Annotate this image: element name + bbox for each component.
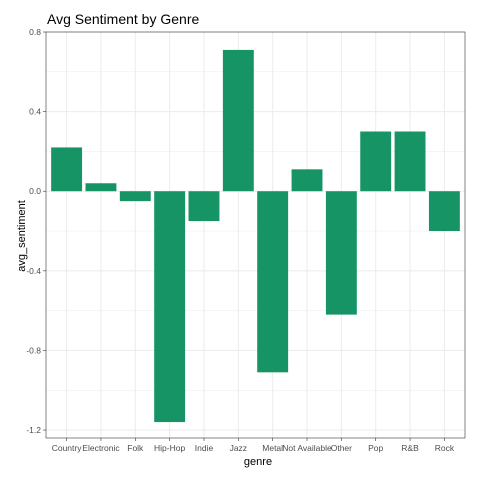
bar-metal: [257, 191, 289, 373]
x-tick-label: Metal: [262, 443, 283, 453]
bar-electronic: [85, 183, 117, 192]
y-tick-label: -0.4: [26, 266, 41, 276]
bar-jazz: [222, 49, 254, 192]
bar-not-available: [291, 169, 323, 192]
y-axis-ticks: -1.2 -0.8 -0.4 0.0 0.4 0.8: [26, 27, 46, 435]
x-tick-label: Folk: [127, 443, 144, 453]
bar-indie: [188, 191, 220, 222]
chart-title: Avg Sentiment by Genre: [47, 11, 199, 27]
bar-pop: [360, 131, 392, 192]
x-tick-label: Jazz: [230, 443, 247, 453]
bar-country: [51, 147, 83, 192]
bar-r-b: [394, 131, 426, 192]
x-axis-title: genre: [244, 456, 272, 468]
x-tick-label: Not Available: [282, 443, 332, 453]
x-axis-ticks: Country Electronic Folk Hip-Hop Indie Jazz Met…: [52, 438, 455, 453]
x-tick-label: Indie: [195, 443, 214, 453]
x-tick-label: Hip-Hop: [154, 443, 185, 453]
y-tick-label: -1.2: [26, 425, 41, 435]
bar-folk: [119, 191, 151, 202]
bar-rock: [428, 191, 460, 232]
x-tick-label: Pop: [368, 443, 383, 453]
panel-border: [45, 31, 466, 439]
x-tick-label: Country: [52, 443, 83, 453]
y-tick-label: 0.4: [29, 107, 41, 117]
x-tick-label: Rock: [435, 443, 455, 453]
grid-lines: [46, 31, 465, 438]
bar-hip-hop: [154, 191, 186, 423]
bars: [51, 49, 460, 423]
y-tick-label: -0.8: [26, 345, 41, 355]
y-axis-title: avg_sentiment: [16, 200, 28, 272]
x-tick-label: Other: [331, 443, 352, 453]
x-tick-label: R&B: [401, 443, 419, 453]
y-tick-label: 0.0: [29, 186, 41, 196]
bar-other: [325, 191, 357, 315]
y-tick-label: 0.8: [29, 27, 41, 37]
x-tick-label: Electronic: [82, 443, 120, 453]
